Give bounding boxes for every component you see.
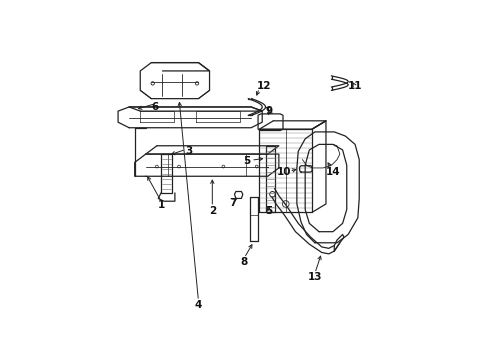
Text: 6: 6	[152, 102, 159, 112]
Text: 11: 11	[348, 81, 362, 91]
Text: 7: 7	[229, 198, 237, 208]
Text: 12: 12	[256, 81, 271, 91]
Text: 4: 4	[195, 300, 202, 310]
Text: 13: 13	[308, 273, 322, 283]
Text: 9: 9	[266, 106, 273, 116]
Text: 3: 3	[185, 146, 193, 156]
Text: 14: 14	[325, 167, 340, 177]
Text: 5: 5	[266, 206, 273, 216]
Text: 2: 2	[209, 206, 216, 216]
Text: 1: 1	[157, 201, 165, 210]
Text: 10: 10	[277, 167, 292, 177]
Text: 8: 8	[241, 257, 248, 267]
Text: 5: 5	[244, 156, 250, 166]
